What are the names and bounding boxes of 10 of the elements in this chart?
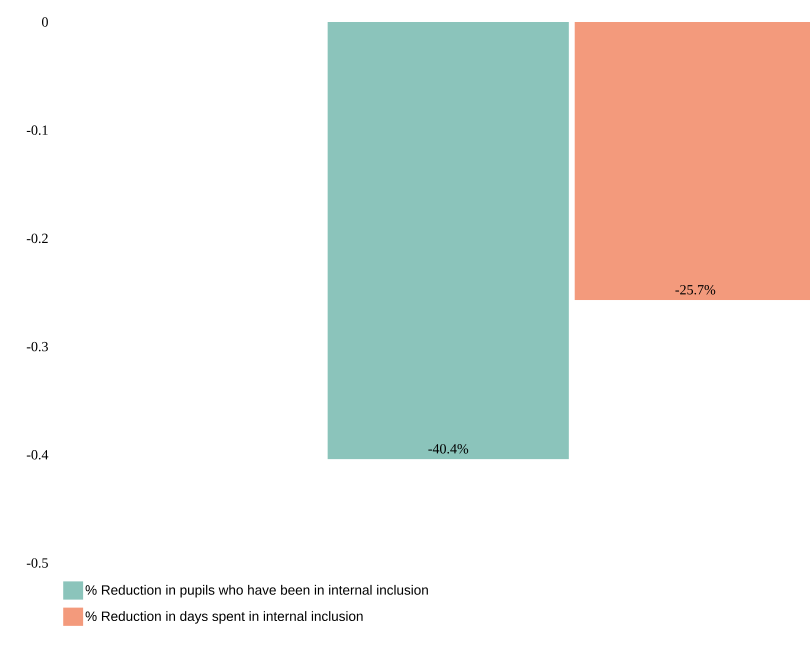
y-tick-label: -0.3 — [26, 342, 48, 352]
y-tick-label: -0.1 — [26, 125, 48, 135]
y-tick-label: -0.4 — [26, 450, 48, 460]
y-tick-label: -0.2 — [26, 234, 48, 244]
data-label: -40.4% — [428, 444, 468, 454]
legend-label: % Reduction in days spent in internal inclusion — [86, 611, 363, 624]
legend-label: % Reduction in pupils who have been in internal inclusion — [86, 584, 428, 598]
y-tick-label: -0.5 — [26, 558, 48, 568]
data-label: -25.7% — [675, 285, 716, 295]
y-tick-label: 0 — [42, 17, 48, 27]
